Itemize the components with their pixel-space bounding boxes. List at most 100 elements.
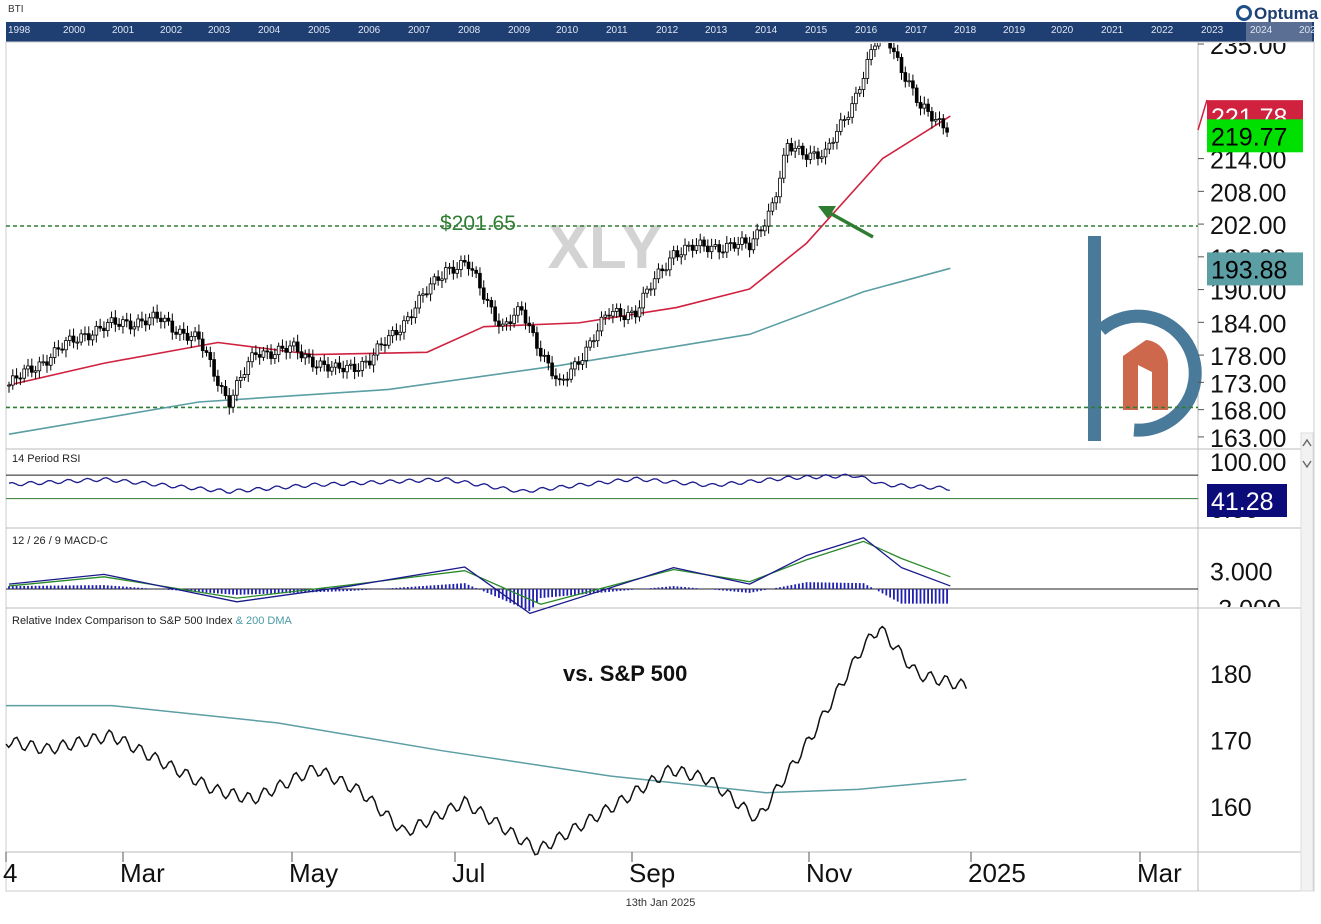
scroll-up-icon — [1302, 438, 1312, 447]
candle-body — [914, 87, 919, 103]
timeline-selection[interactable] — [1246, 22, 1312, 42]
candle-body — [831, 141, 835, 144]
candle-body — [721, 251, 725, 254]
candle-body — [417, 294, 421, 309]
candle-body — [838, 119, 843, 132]
candle-body — [519, 306, 524, 311]
macd-axis: 3.000 -3.000 — [1210, 559, 1281, 607]
candle-body — [364, 360, 368, 363]
timeline-year-label: 2016 — [855, 25, 878, 36]
rsi-line — [8, 473, 950, 494]
candle-body — [318, 360, 323, 368]
candle-body — [67, 335, 72, 341]
candle-body — [766, 210, 771, 227]
candle-body — [709, 245, 714, 253]
candle-body — [204, 350, 209, 353]
candle-body — [174, 331, 178, 335]
candle-body — [212, 359, 216, 377]
price-axis: 235.00214.00208.00202.00196.00190.00184.… — [1198, 43, 1286, 448]
candle-body — [383, 344, 387, 347]
candle-body — [276, 345, 281, 356]
candle-body — [531, 325, 535, 334]
candle-body — [98, 325, 102, 329]
candle-body — [759, 229, 763, 232]
candle-body — [778, 177, 782, 198]
x-tick-label: Mar — [120, 858, 165, 888]
vertical-scrollbar[interactable] — [1300, 432, 1314, 892]
candle-body — [83, 333, 87, 336]
candle-body — [455, 269, 459, 274]
relative-annotation: vs. S&P 500 — [563, 661, 687, 686]
candle-body — [687, 244, 691, 247]
timeline-year-label: 2020 — [1051, 25, 1074, 36]
relative-tick-label: 180 — [1210, 661, 1252, 689]
candle-body — [865, 59, 870, 79]
candle-body — [56, 347, 61, 350]
candles-group — [7, 43, 949, 415]
candle-body — [827, 142, 832, 150]
candle-body — [33, 370, 38, 373]
candle-body — [500, 323, 505, 327]
candle-body — [257, 354, 262, 358]
candle-body — [804, 154, 809, 160]
candle-body — [527, 322, 532, 327]
candle-body — [121, 319, 125, 327]
candle-body — [428, 283, 433, 295]
candle-body — [633, 310, 638, 318]
x-tick-label: May — [289, 858, 338, 888]
x-tick-label: Nov — [806, 858, 852, 888]
rsi-panel-title: 14 Period RSI — [12, 453, 81, 465]
candle-body — [573, 361, 577, 370]
candle-body — [698, 239, 703, 247]
candle-body — [432, 276, 437, 285]
candle-body — [94, 325, 99, 336]
scroll-down-icon — [1302, 460, 1312, 469]
timeline-year-label: 2022 — [1151, 25, 1174, 36]
relative-tick-label: 160 — [1210, 794, 1252, 822]
candle-body — [645, 288, 649, 294]
candle-body — [743, 237, 748, 244]
watermark-symbol: XLY — [548, 213, 663, 282]
candle-body — [379, 343, 383, 346]
candle-body — [90, 334, 95, 341]
candle-body — [345, 364, 349, 373]
candle-body — [546, 354, 551, 364]
candle-body — [497, 320, 501, 327]
candle-body — [322, 360, 327, 365]
candle-body — [907, 80, 911, 83]
timeline-navigator[interactable]: 1998 2000 2001 2002 2003 2004 2005 2006 2007 2008… — [6, 22, 1316, 42]
candle-body — [485, 298, 490, 301]
candle-body — [664, 269, 668, 272]
candle-body — [702, 239, 706, 247]
support-annotation: $201.65 — [440, 212, 516, 235]
candle-body — [208, 352, 213, 360]
candle-body — [303, 353, 308, 359]
candle-body — [823, 148, 828, 158]
candle-body — [474, 269, 478, 274]
candle-body — [64, 340, 68, 351]
candle-body — [508, 321, 513, 324]
timeline-year-label: 2010 — [556, 25, 579, 36]
candle-body — [29, 365, 34, 373]
candle-body — [926, 103, 930, 112]
candle-body — [462, 260, 467, 263]
candle-body — [14, 375, 19, 379]
candle-body — [618, 308, 623, 317]
candle-body — [242, 374, 247, 378]
candle-body — [337, 362, 342, 369]
timeline-year-label: 2005 — [308, 25, 331, 36]
timeline-year-label: 2019 — [1003, 25, 1026, 36]
candle-body — [451, 266, 456, 274]
candle-body — [227, 395, 232, 408]
candle-body — [876, 43, 881, 47]
candle-body — [409, 316, 414, 319]
candle-body — [725, 242, 729, 253]
candle-body — [219, 385, 224, 387]
candle-body — [706, 245, 710, 253]
candle-body — [762, 225, 767, 232]
candle-body — [755, 229, 759, 240]
candle-body — [478, 272, 482, 289]
candle-body — [728, 242, 733, 245]
relative-subtitle: & 200 DMA — [235, 615, 292, 627]
candle-body — [892, 47, 896, 53]
